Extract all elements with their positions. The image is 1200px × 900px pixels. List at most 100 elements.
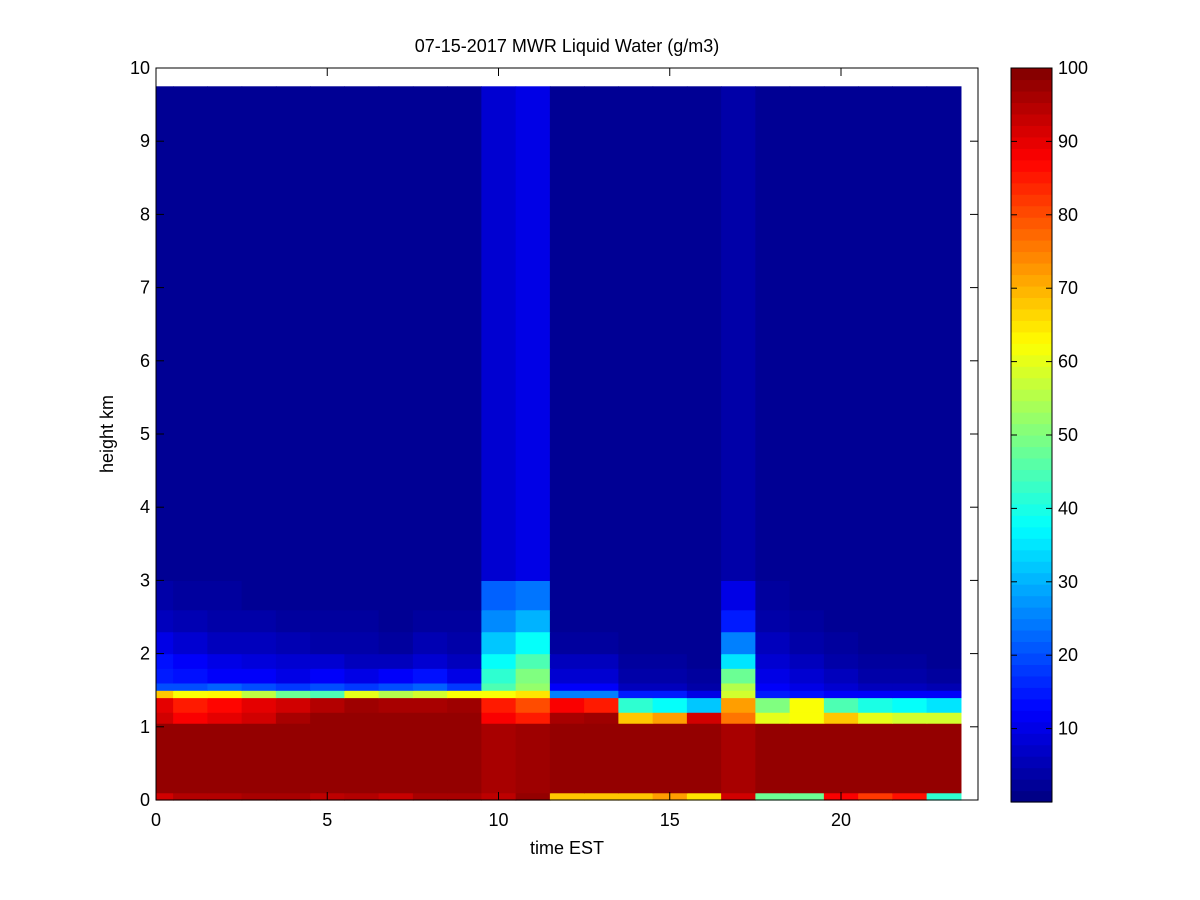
heatmap-cell xyxy=(584,86,619,582)
heatmap-cell xyxy=(686,580,722,611)
heatmap-cell xyxy=(481,690,517,699)
heatmap-cell xyxy=(275,609,311,633)
heatmap-cell xyxy=(275,653,311,669)
heatmap-cell xyxy=(823,723,859,794)
heatmap-cell xyxy=(310,86,345,582)
heatmap-cell xyxy=(207,609,243,633)
heatmap-cell xyxy=(310,653,345,669)
y-tick-label: 7 xyxy=(140,278,150,298)
heatmap-cell xyxy=(344,697,380,713)
heatmap-cell xyxy=(686,631,722,655)
heatmap-cell xyxy=(515,697,551,713)
colorbar-band xyxy=(1011,687,1052,700)
colorbar-band xyxy=(1011,125,1052,138)
heatmap-cell xyxy=(275,668,311,684)
heatmap-cell xyxy=(378,631,414,655)
colorbar-band xyxy=(1011,423,1052,436)
heatmap-cell xyxy=(618,682,654,691)
heatmap-cell xyxy=(378,712,414,724)
heatmap-cell xyxy=(412,682,448,691)
heatmap-cell xyxy=(344,631,380,655)
heatmap-cell xyxy=(789,653,825,669)
colorbar-band xyxy=(1011,584,1052,597)
heatmap-cell xyxy=(515,712,551,724)
heatmap-cell xyxy=(447,712,482,724)
heatmap-cell xyxy=(481,723,517,794)
heatmap-cell xyxy=(789,697,825,713)
heatmap-cell xyxy=(241,682,277,691)
heatmap-cell xyxy=(652,653,688,669)
heatmap-cell xyxy=(789,631,825,655)
heatmap-cell xyxy=(584,712,619,724)
heatmap-cell xyxy=(858,723,893,794)
colorbar-band xyxy=(1011,113,1052,126)
heatmap-cell xyxy=(241,653,277,669)
heatmap-cell xyxy=(481,682,517,691)
heatmap-cell xyxy=(584,690,619,699)
colorbar-band xyxy=(1011,377,1052,390)
colorbar-band xyxy=(1011,538,1052,551)
heatmap-cell xyxy=(789,792,825,801)
heatmap-cell xyxy=(618,631,654,655)
heatmap-cell xyxy=(926,609,962,633)
heatmap-cell xyxy=(412,631,448,655)
heatmap-cell xyxy=(173,653,208,669)
heatmap-cell xyxy=(926,631,962,655)
heatmap-cell xyxy=(310,712,345,724)
heatmap-cell xyxy=(858,631,893,655)
colorbar-band xyxy=(1011,733,1052,746)
heatmap-cell xyxy=(686,792,722,801)
heatmap-cell xyxy=(823,668,859,684)
heatmap-cell xyxy=(241,631,277,655)
heatmap-cell xyxy=(892,631,928,655)
heatmap-cell xyxy=(173,682,208,691)
colorbar-band xyxy=(1011,641,1052,654)
heatmap-cell xyxy=(652,86,688,582)
heatmap-cell xyxy=(892,86,928,582)
heatmap-cell xyxy=(823,653,859,669)
colorbar-band xyxy=(1011,664,1052,677)
heatmap-cell xyxy=(755,723,791,794)
heatmap-cell xyxy=(481,668,517,684)
y-tick-label: 3 xyxy=(140,570,150,590)
colorbar-band xyxy=(1011,457,1052,471)
heatmap-cell xyxy=(207,697,243,713)
colorbar-band xyxy=(1011,262,1052,276)
heatmap-cell xyxy=(686,712,722,724)
heatmap-cell xyxy=(156,580,174,611)
y-tick-label: 0 xyxy=(140,790,150,810)
colorbar-tick-label: 80 xyxy=(1058,205,1078,225)
heatmap-cell xyxy=(412,668,448,684)
y-tick-label: 1 xyxy=(140,717,150,737)
heatmap-cell xyxy=(686,697,722,713)
heatmap-cell xyxy=(344,653,380,669)
heatmap-cell xyxy=(926,697,962,713)
heatmap-cell xyxy=(549,690,585,699)
x-tick-label: 15 xyxy=(660,810,680,830)
heatmap-cell xyxy=(310,631,345,655)
colorbar-band xyxy=(1011,205,1052,218)
heatmap-cell xyxy=(515,609,551,633)
y-tick-label: 6 xyxy=(140,351,150,371)
heatmap-cell xyxy=(207,580,243,611)
colorbar-band xyxy=(1011,217,1052,230)
heatmap-cell xyxy=(652,668,688,684)
heatmap-cell xyxy=(584,723,619,794)
colorbar-band xyxy=(1011,297,1052,310)
heatmap-cell xyxy=(721,580,756,611)
heatmap-cell xyxy=(515,668,551,684)
heatmap-cell xyxy=(618,712,654,724)
heatmap-cell xyxy=(789,690,825,699)
colorbar-band xyxy=(1011,354,1052,367)
heatmap-cell xyxy=(755,712,791,724)
heatmap-cell xyxy=(156,792,174,801)
colorbar-tick-label: 50 xyxy=(1058,425,1078,445)
heatmap-cell xyxy=(241,690,277,699)
heatmap-cell xyxy=(275,712,311,724)
heatmap-cell xyxy=(686,668,722,684)
y-axis-label: height km xyxy=(97,395,117,473)
heatmap-cell xyxy=(755,792,791,801)
heatmap-cell xyxy=(652,580,688,611)
colorbar-band xyxy=(1011,572,1052,585)
heatmap-cell xyxy=(241,712,277,724)
